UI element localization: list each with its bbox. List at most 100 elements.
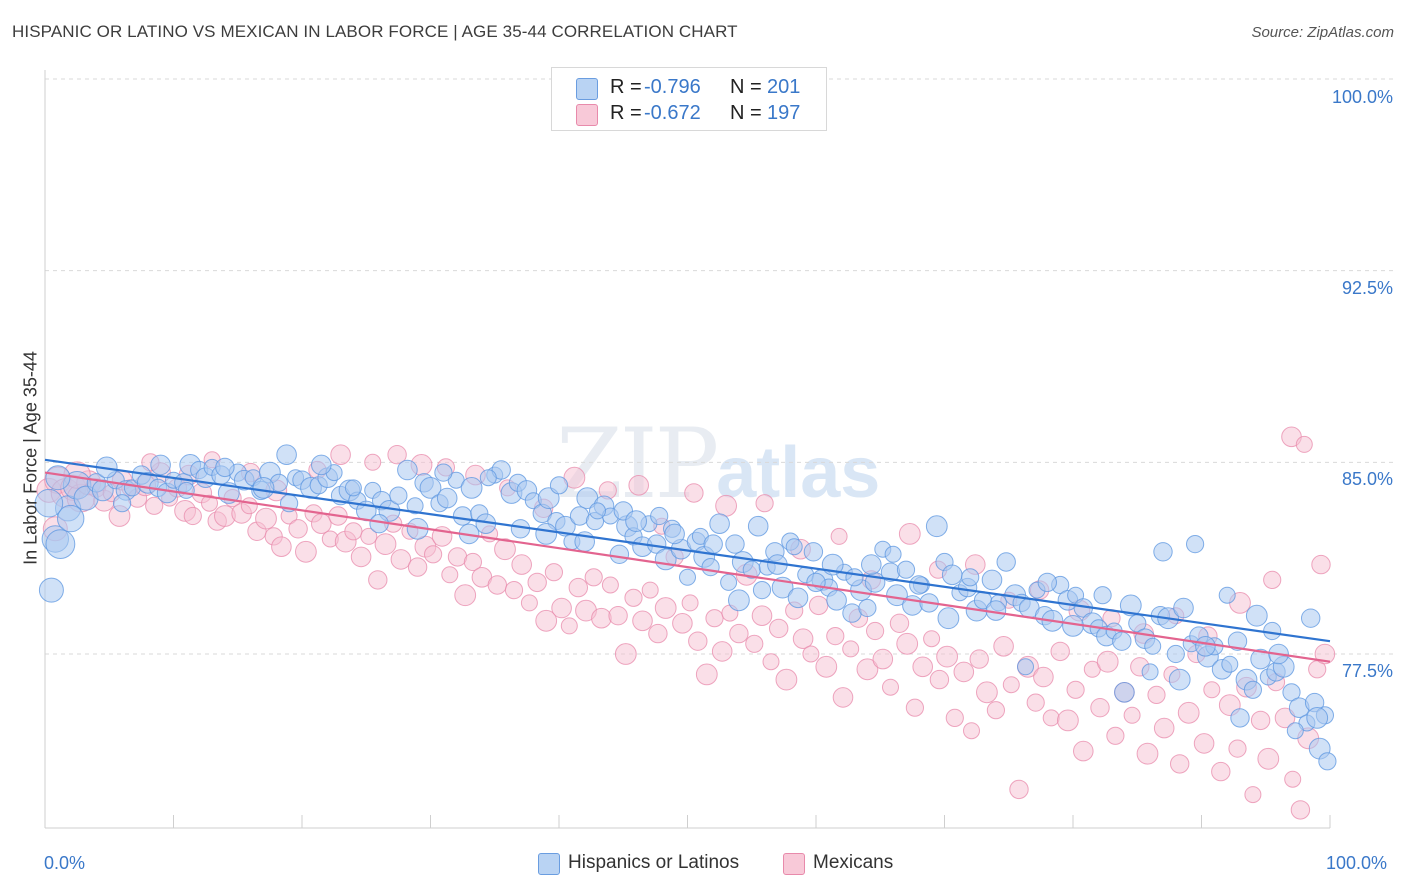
point-mexicans: [288, 519, 308, 539]
point-mexicans: [648, 623, 668, 644]
point-mexicans: [705, 609, 724, 628]
point-mexicans: [424, 545, 443, 564]
point-hispanics: [625, 510, 647, 532]
point-mexicans: [1153, 717, 1175, 739]
point-hispanics: [720, 573, 738, 591]
legend-r-label: R =: [610, 102, 642, 124]
point-hispanics: [1112, 631, 1132, 651]
point-hispanics: [803, 542, 824, 562]
point-hispanics: [555, 515, 576, 537]
point-mexicans: [350, 546, 372, 568]
point-mexicans: [856, 658, 879, 681]
point-hispanics: [996, 552, 1016, 572]
y-tick-label: 77.5%: [1341, 661, 1393, 681]
point-hispanics: [709, 513, 730, 535]
point-hispanics: [479, 469, 497, 487]
point-hispanics: [1286, 722, 1304, 740]
point-hispanics: [397, 459, 418, 481]
point-hispanics: [845, 568, 864, 587]
point-mexicans: [1050, 641, 1070, 662]
point-hispanics: [747, 515, 769, 537]
point-mexicans: [751, 605, 773, 627]
point-hispanics: [389, 486, 408, 505]
point-hispanics: [1114, 682, 1135, 703]
point-mexicans: [1257, 747, 1280, 770]
point-mexicans: [898, 523, 921, 545]
point-mexicans: [1170, 754, 1190, 774]
legend-swatch-blue: [576, 78, 598, 100]
point-hispanics: [858, 598, 877, 618]
point-mexicans: [544, 563, 564, 582]
point-mexicans: [792, 628, 814, 650]
point-hispanics: [150, 454, 171, 476]
point-mexicans: [311, 513, 332, 535]
point-mexicans: [762, 653, 780, 671]
point-mexicans: [535, 609, 558, 632]
point-hispanics: [113, 494, 132, 513]
point-mexicans: [295, 540, 317, 563]
point-mexicans: [832, 687, 854, 708]
point-hispanics: [1218, 586, 1236, 604]
legend-r-label: R =: [610, 76, 642, 98]
watermark-atlas: atlas: [716, 433, 881, 513]
point-mexicans: [923, 630, 941, 648]
point-mexicans: [360, 527, 378, 545]
point-hispanics: [884, 545, 902, 563]
point-mexicans: [1263, 570, 1282, 590]
y-tick-label: 100.0%: [1331, 87, 1393, 107]
point-mexicans: [330, 444, 351, 466]
point-mexicans: [1042, 709, 1060, 727]
point-hispanics: [1195, 636, 1216, 657]
point-mexicans: [1177, 701, 1200, 724]
point-hispanics: [1306, 707, 1329, 729]
point-mexicans: [608, 606, 628, 626]
point-hispanics: [650, 506, 669, 526]
point-mexicans: [715, 494, 737, 517]
point-mexicans: [454, 584, 477, 607]
point-hispanics: [861, 554, 882, 575]
point-hispanics: [1093, 586, 1112, 605]
point-mexicans: [1147, 685, 1166, 705]
point-hispanics: [34, 488, 64, 518]
point-mexicans: [368, 570, 388, 590]
legend-n-label: N =: [730, 102, 762, 124]
point-mexicans: [963, 722, 980, 740]
point-hispanics: [452, 506, 473, 526]
point-mexicans: [240, 497, 258, 515]
point-hispanics: [941, 564, 963, 586]
y-axis-label: In Labor Force | Age 35-44: [20, 351, 41, 565]
y-tick-label: 92.5%: [1341, 278, 1393, 298]
point-mexicans: [1066, 680, 1085, 699]
legend-swatch-pink: [783, 853, 805, 875]
point-hispanics: [679, 568, 696, 586]
point-mexicans: [896, 632, 919, 655]
point-hispanics: [703, 534, 723, 554]
point-mexicans: [1203, 681, 1221, 699]
point-hispanics: [460, 477, 483, 499]
point-hispanics: [215, 457, 235, 478]
point-mexicans: [527, 572, 547, 593]
point-mexicans: [504, 581, 524, 600]
point-mexicans: [560, 617, 578, 635]
point-mexicans: [882, 678, 899, 696]
point-mexicans: [1244, 786, 1262, 804]
point-hispanics: [1301, 608, 1321, 628]
point-mexicans: [614, 643, 637, 665]
point-mexicans: [872, 648, 894, 670]
point-hispanics: [609, 544, 630, 564]
point-hispanics: [535, 523, 558, 545]
point-mexicans: [628, 475, 650, 496]
point-hispanics: [1263, 621, 1282, 641]
point-mexicans: [729, 623, 749, 644]
point-hispanics: [886, 584, 908, 607]
point-mexicans: [1295, 435, 1313, 453]
point-mexicans: [201, 494, 218, 512]
point-hispanics: [1119, 594, 1142, 617]
point-hispanics: [1144, 637, 1162, 655]
legend-n-value: 201: [767, 76, 801, 98]
point-hispanics: [1245, 604, 1268, 627]
point-mexicans: [1002, 676, 1020, 694]
point-hispanics: [785, 538, 803, 556]
point-hispanics: [38, 577, 64, 603]
